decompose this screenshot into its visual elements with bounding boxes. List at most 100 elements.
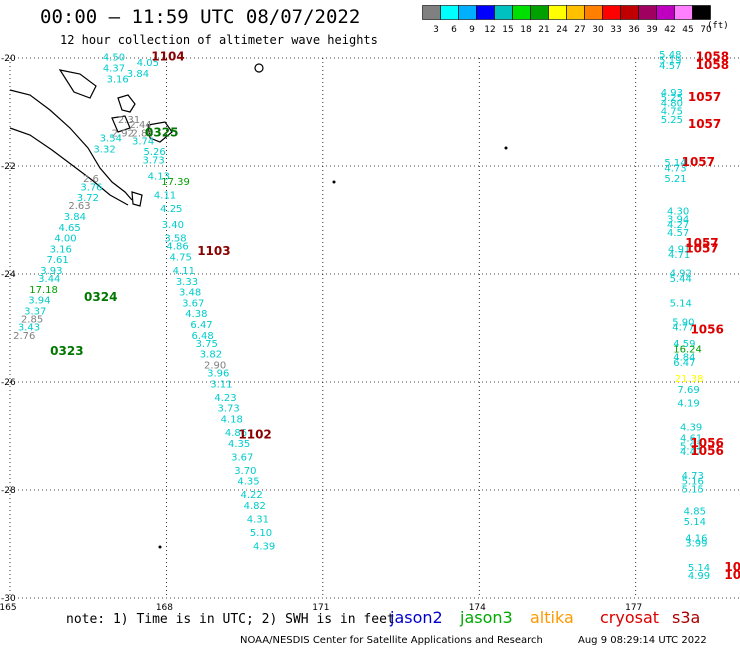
wave-height-value: 2.84 xyxy=(131,128,153,139)
wave-height-value: 2.90 xyxy=(204,361,226,372)
small-island-dot xyxy=(158,545,162,549)
wave-height-value: 3.37 xyxy=(24,307,46,318)
track-time-label: 1057 xyxy=(688,90,721,104)
track-time-label: 1057 xyxy=(685,236,718,250)
page-subtitle: 12 hour collection of altimeter wave hei… xyxy=(60,33,378,47)
wave-height-value: 3.48 xyxy=(179,288,201,299)
latitude-tick-label: -30 xyxy=(1,594,16,604)
wave-height-value: 4.82 xyxy=(244,501,266,512)
wave-height-value: 3.67 xyxy=(231,452,253,463)
wave-height-value: 4.37 xyxy=(103,64,125,75)
color-tick-label: 45 xyxy=(682,25,693,35)
wave-height-value: 5.10 xyxy=(250,528,272,539)
track-time-label: 1056 xyxy=(690,322,723,336)
wave-height-value: 4.11 xyxy=(154,190,176,201)
color-tick-label: 12 xyxy=(484,25,495,35)
wave-height-value: 5.21 xyxy=(664,174,686,185)
legend-jason2: jason2 xyxy=(390,608,443,627)
wave-height-value: 6.47 xyxy=(190,320,212,331)
wave-height-value: 3.94 xyxy=(28,296,50,307)
color-tick-label: 15 xyxy=(502,25,513,35)
wave-height-value: 4.27 xyxy=(667,220,689,231)
wave-height-value: 17.18 xyxy=(29,285,58,296)
wave-height-value: 3.73 xyxy=(142,155,164,166)
color-tick-label: 24 xyxy=(556,25,568,35)
wave-height-value: 5.25 xyxy=(661,93,683,104)
color-tick-label: 6 xyxy=(451,25,457,35)
wave-height-value: 4.71 xyxy=(668,250,690,261)
wave-height-value: 5.90 xyxy=(672,317,694,328)
wave-height-value: 3.11 xyxy=(210,379,232,390)
latitude-tick-label: -28 xyxy=(1,486,16,496)
wave-height-value: 5.14 xyxy=(684,517,706,528)
wave-height-value: 4.86 xyxy=(225,428,247,439)
wave-height-value: 4.73 xyxy=(664,163,686,174)
wave-height-value: 4.39 xyxy=(680,423,702,434)
color-tick-label: 30 xyxy=(592,25,604,35)
wave-height-value: 5.25 xyxy=(661,115,683,126)
track-time-label: 1058 xyxy=(696,50,729,64)
latitude-tick-label: -20 xyxy=(1,54,16,64)
latitude-tick-label: -26 xyxy=(1,378,16,388)
latitude-tick-label: -24 xyxy=(1,270,16,280)
track-time-label: 1102 xyxy=(238,428,271,442)
wave-height-value: 3.82 xyxy=(200,350,222,361)
latitude-tick-label: -22 xyxy=(1,162,16,172)
coastline-outline xyxy=(254,63,264,73)
wave-height-value: 4.05 xyxy=(137,58,159,69)
wave-height-value: 2.31 xyxy=(118,115,140,126)
coastline-outline xyxy=(111,115,131,133)
color-tick-label: 39 xyxy=(646,25,658,35)
wave-height-value: 3.73 xyxy=(218,404,240,415)
color-tick-label: 9 xyxy=(469,25,475,35)
wave-height-value: 3.72 xyxy=(77,193,99,204)
wave-height-value: 4.86 xyxy=(166,242,188,253)
color-swatch xyxy=(692,5,711,20)
footer-generated-time: Aug 9 08:29:14 UTC 2022 xyxy=(578,635,707,646)
wave-height-value: 4.91 xyxy=(668,244,690,255)
wave-height-value: 16.24 xyxy=(673,344,702,355)
small-island-dot xyxy=(332,180,336,184)
wave-height-value: 2.76 xyxy=(13,331,35,342)
coastline-outline xyxy=(117,94,136,113)
wave-height-value: 3.58 xyxy=(164,234,186,245)
wave-height-value: 4.25 xyxy=(160,204,182,215)
wave-height-value: 5.26 xyxy=(143,147,165,158)
coastline-outline xyxy=(58,69,97,99)
wave-height-value: 4.59 xyxy=(673,339,695,350)
wave-height-value: 4.31 xyxy=(247,514,269,525)
track-time-label: 1056 xyxy=(690,436,723,450)
wave-height-value: 3.43 xyxy=(18,323,40,334)
wave-height-value: 4.35 xyxy=(237,477,259,488)
color-tick-label: 42 xyxy=(664,25,675,35)
wave-height-value: 3.74 xyxy=(132,136,154,147)
wave-height-value: 4.11 xyxy=(173,266,195,277)
wave-height-value: 3.93 xyxy=(40,266,62,277)
longitude-tick-label: 177 xyxy=(625,603,642,610)
color-tick-label: 21 xyxy=(538,25,549,35)
wave-height-value: 4.92 xyxy=(670,269,692,280)
wave-height-value: 5.91 xyxy=(680,442,702,453)
wave-height-value: 4.61 xyxy=(680,433,702,444)
wave-height-value: 6.48 xyxy=(191,331,213,342)
wave-height-value: 5.19 xyxy=(659,55,681,66)
wave-height-value: 4.57 xyxy=(659,61,681,72)
small-island-dot xyxy=(504,146,508,150)
legend-altika: altika xyxy=(530,608,574,627)
color-tick-label: 18 xyxy=(520,25,532,35)
wave-height-value: 4.30 xyxy=(667,207,689,218)
wave-height-value: 2.6 xyxy=(83,174,99,185)
wave-height-value: 3.40 xyxy=(162,220,184,231)
track-time-label: 0323 xyxy=(50,344,83,358)
wave-height-value: 5.16 xyxy=(682,477,704,488)
wave-height-value: 5.48 xyxy=(659,50,681,61)
wave-height-value: 3.33 xyxy=(176,277,198,288)
wave-height-value: 2.92 xyxy=(112,128,134,139)
wave-height-value: 3.16 xyxy=(50,244,72,255)
wave-height-value: 3.94 xyxy=(667,215,689,226)
color-tick-label: 70 xyxy=(700,25,712,35)
color-scale-bar: 3 6 9 12 15 18 21 24 27 30 33 36 39 42 45 70 xyxy=(422,5,712,35)
wave-height-value: 3.44 xyxy=(38,274,60,285)
track-time-label: 1104 xyxy=(151,50,184,64)
